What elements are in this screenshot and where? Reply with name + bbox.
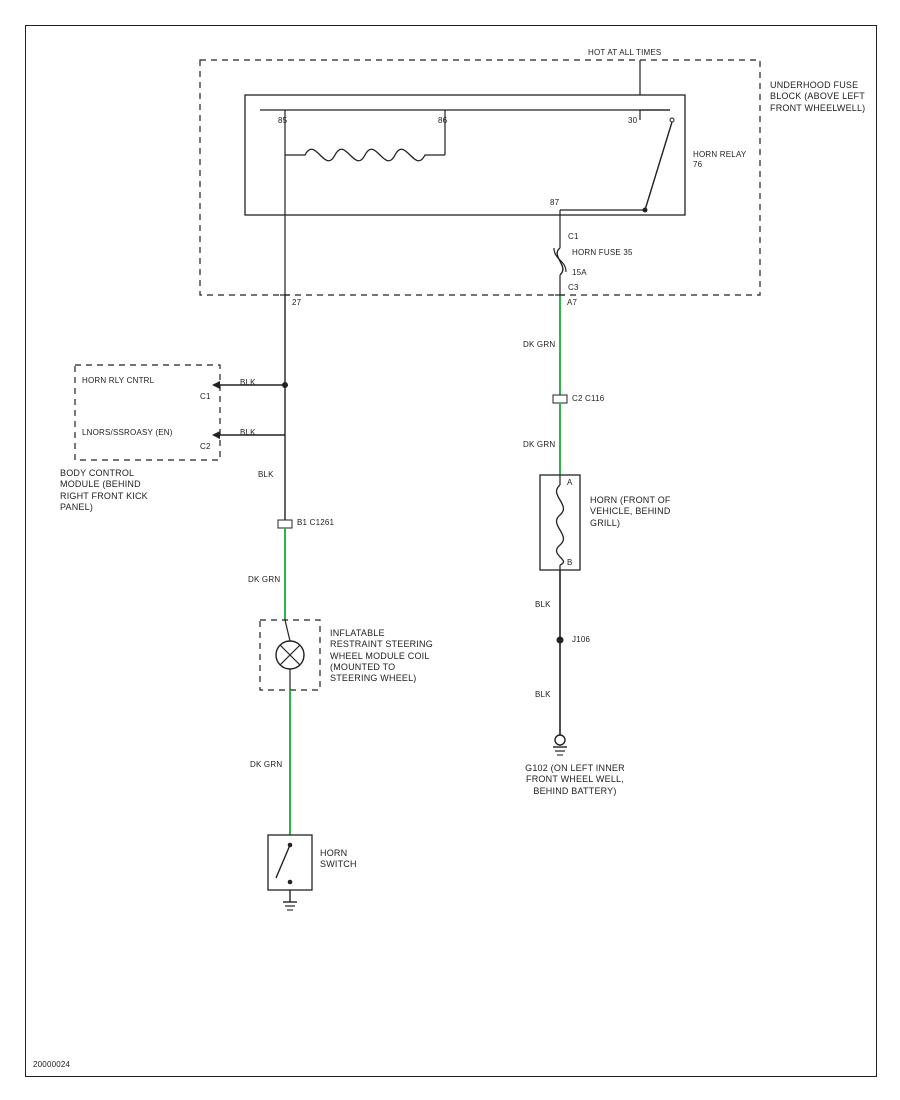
term-87: 87: [550, 198, 559, 208]
wire-dkgrn-r2: DK GRN: [523, 440, 555, 450]
conn-27: 27: [292, 298, 301, 308]
term-86: 86: [438, 116, 447, 126]
bcm-sig2: LNORS/SSROASY (EN): [82, 428, 173, 438]
fuse-pin-bot: C3: [568, 283, 579, 293]
fuse-label: HORN FUSE 35: [572, 248, 642, 258]
horn-switch-label: HORN SWITCH: [320, 848, 380, 871]
term-30: 30: [628, 116, 637, 126]
footer-id: 20000024: [33, 1060, 70, 1070]
bcm-c1: C1: [200, 392, 211, 402]
wiring-svg: [0, 0, 900, 1100]
conn-a7: A7: [567, 298, 577, 308]
splice-j106: J106: [572, 635, 590, 645]
wire-blk-r2: BLK: [535, 690, 551, 700]
fuse-block-label: UNDERHOOD FUSE BLOCK (ABOVE LEFT FRONT W…: [770, 80, 880, 114]
term-85: 85: [278, 116, 287, 126]
fuse-amp: 15A: [572, 268, 587, 278]
wire-blk-1: BLK: [240, 378, 256, 388]
wire-blk-mid: BLK: [258, 470, 274, 480]
horn-pin-a: A: [567, 478, 573, 488]
wire-dkgrn-l2: DK GRN: [250, 760, 282, 770]
horn-label: HORN (FRONT OF VEHICLE, BEHIND GRILL): [590, 495, 690, 529]
bcm-label: BODY CONTROL MODULE (BEHIND RIGHT FRONT …: [60, 468, 150, 513]
horn-pin-b: B: [567, 558, 573, 568]
wire-blk-2: BLK: [240, 428, 256, 438]
wire-dkgrn-l1: DK GRN: [248, 575, 280, 585]
coil-label: INFLATABLE RESTRAINT STEERING WHEEL MODU…: [330, 628, 440, 684]
wire-blk-r1: BLK: [535, 600, 551, 610]
relay-label: HORN RELAY 76: [693, 150, 753, 170]
fuse-pin-top: C1: [568, 232, 579, 242]
wire-dkgrn-r1: DK GRN: [523, 340, 555, 350]
ground-label: G102 (ON LEFT INNER FRONT WHEEL WELL, BE…: [510, 763, 640, 797]
inline-c116: C2 C116: [572, 394, 604, 404]
hot-label: HOT AT ALL TIMES: [588, 48, 661, 58]
splice-b1: B1 C1261: [297, 518, 334, 528]
bcm-sig1: HORN RLY CNTRL: [82, 376, 154, 386]
bcm-c2: C2: [200, 442, 211, 452]
